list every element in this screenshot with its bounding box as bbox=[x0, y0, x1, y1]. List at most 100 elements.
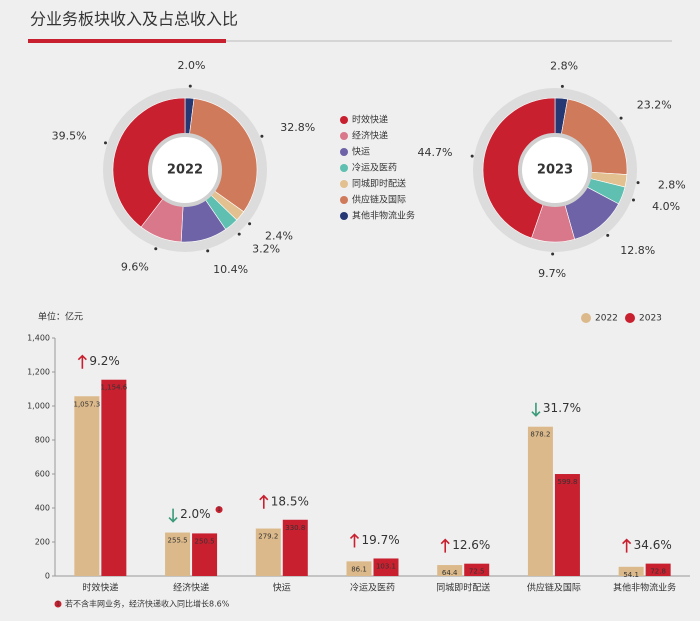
leader-dot bbox=[260, 134, 264, 138]
change-label: 12.6% bbox=[452, 538, 490, 552]
donut-value-label: 2.4% bbox=[265, 229, 293, 242]
bar bbox=[255, 528, 281, 576]
leader-dot bbox=[470, 154, 474, 158]
legend-label: 冷运及医药 bbox=[352, 162, 397, 174]
legend-swatch bbox=[340, 116, 348, 124]
bar-value-label: 330.8 bbox=[285, 524, 305, 532]
donut-value-label: 3.2% bbox=[252, 242, 280, 255]
donut-hole bbox=[148, 133, 222, 207]
legend-label: 供应链及国际 bbox=[352, 194, 406, 206]
title-underline bbox=[28, 39, 226, 43]
bar bbox=[618, 566, 644, 576]
leader-dot bbox=[103, 141, 107, 145]
bar bbox=[192, 533, 218, 576]
donut-value-label: 44.7% bbox=[417, 146, 452, 159]
leader-dot bbox=[237, 232, 241, 236]
bar bbox=[527, 426, 553, 576]
bar bbox=[554, 474, 580, 576]
bar-value-label: 72.8 bbox=[650, 568, 666, 576]
change-label: 34.6% bbox=[634, 538, 672, 552]
legend-label: 2022 bbox=[595, 314, 618, 324]
footnote-marker-dot bbox=[54, 600, 62, 608]
bar bbox=[437, 565, 463, 576]
donut-value-label: 23.2% bbox=[637, 99, 672, 112]
bar-value-label: 255.5 bbox=[168, 537, 188, 545]
legend-swatch bbox=[340, 164, 348, 172]
legend-label: 时效快递 bbox=[352, 114, 388, 126]
bar-value-label: 599.8 bbox=[557, 478, 577, 486]
change-label: 31.7% bbox=[543, 401, 581, 415]
bar-value-label: 72.5 bbox=[469, 568, 485, 576]
page-title: 分业务板块收入及占总收入比 bbox=[30, 10, 238, 29]
leader-dot bbox=[154, 247, 158, 251]
donut-hole bbox=[518, 133, 592, 207]
x-tick-label: 同城即时配送 bbox=[436, 582, 490, 594]
change-arrow bbox=[259, 494, 269, 509]
leader-dot bbox=[636, 181, 640, 185]
bar-value-label: 64.4 bbox=[442, 569, 458, 577]
donut-value-label: 32.8% bbox=[280, 121, 315, 134]
donut-value-label: 12.8% bbox=[620, 244, 655, 257]
footnote-marker-dot bbox=[215, 506, 223, 514]
y-tick-label: 200 bbox=[35, 538, 50, 547]
bar bbox=[373, 558, 399, 576]
x-tick-label: 供应链及国际 bbox=[527, 582, 581, 594]
bar-value-label: 54.1 bbox=[623, 571, 639, 579]
legend-label: 快运 bbox=[352, 146, 370, 158]
donut-value-label: 10.4% bbox=[213, 263, 248, 276]
donut-value-label: 39.5% bbox=[52, 129, 87, 142]
x-tick-label: 快运 bbox=[273, 582, 291, 594]
leader-dot bbox=[619, 116, 623, 120]
x-tick-label: 经济快递 bbox=[173, 582, 209, 594]
y-tick-label: 600 bbox=[35, 470, 50, 479]
bar-value-label: 103.1 bbox=[376, 562, 396, 570]
y-tick-label: 1,000 bbox=[27, 402, 50, 411]
leader-dot bbox=[248, 222, 252, 226]
x-tick-label: 时效快递 bbox=[82, 582, 118, 594]
change-arrow bbox=[349, 533, 360, 548]
bar bbox=[282, 519, 308, 576]
change-label: 9.2% bbox=[89, 354, 120, 368]
legend-label: 经济快递 bbox=[352, 130, 388, 142]
bar bbox=[101, 379, 127, 576]
y-tick-label: 0 bbox=[45, 572, 50, 581]
donut-center-label: 2022 bbox=[167, 163, 203, 178]
donut-value-label: 2.8% bbox=[658, 179, 686, 192]
leader-dot bbox=[188, 84, 192, 88]
x-tick-label: 其他非物流业务 bbox=[613, 582, 676, 594]
donut-value-label: 4.0% bbox=[652, 200, 680, 213]
footnote-marker: 1 bbox=[217, 506, 221, 513]
change-arrow bbox=[440, 538, 450, 553]
leader-dot bbox=[206, 249, 210, 253]
legend-swatch bbox=[340, 132, 348, 140]
bar-value-label: 250.5 bbox=[195, 537, 215, 545]
bar-value-label: 1,154.6 bbox=[100, 384, 127, 392]
leader-dot bbox=[606, 233, 610, 237]
y-tick-label: 400 bbox=[35, 504, 50, 513]
bar bbox=[645, 563, 671, 576]
change-arrow bbox=[622, 538, 632, 553]
leader-dot bbox=[551, 252, 555, 256]
donut-value-label: 2.0% bbox=[178, 59, 206, 72]
x-tick-label: 冷运及医药 bbox=[350, 582, 395, 594]
legend-swatch bbox=[581, 313, 591, 323]
y-tick-label: 1,200 bbox=[27, 368, 50, 377]
y-tick-label: 800 bbox=[35, 436, 50, 445]
bar-value-label: 1,057.3 bbox=[73, 400, 100, 408]
y-tick-label: 1,400 bbox=[27, 334, 50, 343]
legend-label: 其他非物流业务 bbox=[352, 210, 415, 222]
legend-swatch bbox=[340, 180, 348, 188]
legend-swatch bbox=[625, 313, 635, 323]
change-label: 2.0% bbox=[180, 507, 211, 521]
bar-value-label: 86.1 bbox=[351, 565, 367, 573]
change-arrow bbox=[77, 354, 87, 369]
bar-value-label: 279.2 bbox=[258, 533, 278, 541]
bar bbox=[346, 561, 372, 576]
donut-value-label: 2.8% bbox=[550, 59, 578, 72]
donut-value-label: 9.7% bbox=[538, 267, 566, 280]
leader-dot bbox=[560, 84, 564, 88]
donut-center-label: 2023 bbox=[537, 163, 573, 178]
legend-swatch bbox=[340, 212, 348, 220]
